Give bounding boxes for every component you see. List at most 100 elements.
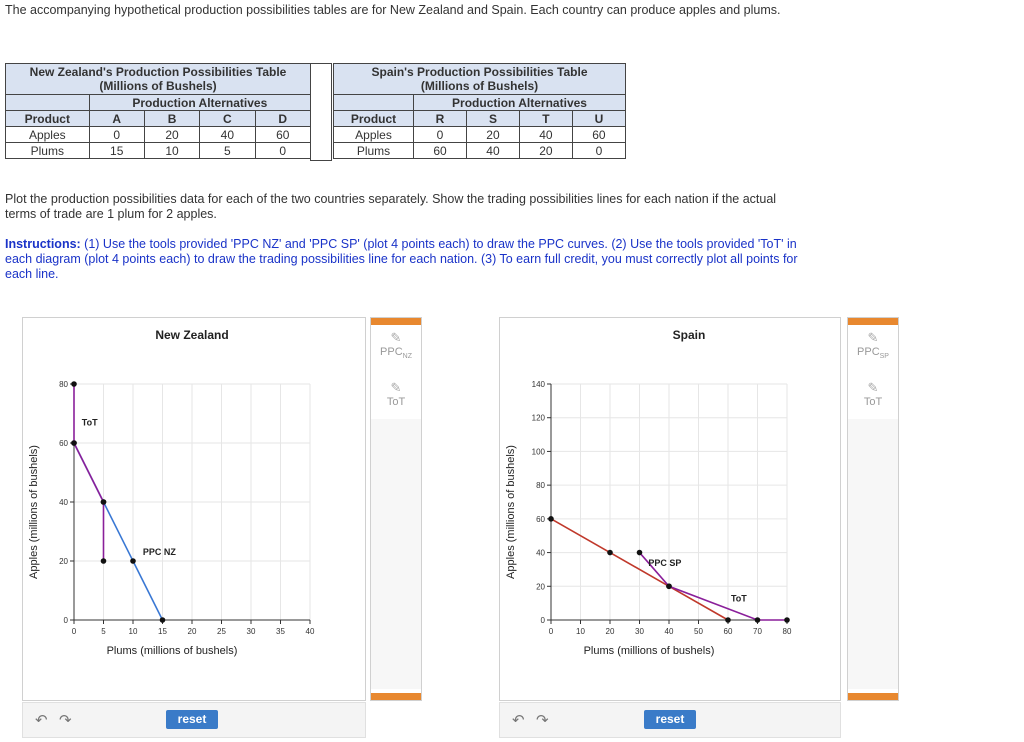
data-point — [784, 617, 790, 623]
y-tick-label: 20 — [536, 582, 545, 591]
x-tick-label: 80 — [783, 627, 792, 636]
cell: 40 — [465, 142, 520, 159]
sp-col-header: S — [465, 110, 520, 127]
tot-sp-label: ToT — [863, 396, 883, 408]
toolbox-top-bar — [848, 318, 898, 325]
data-point — [100, 558, 107, 564]
redo-icon[interactable]: ↷ — [536, 712, 549, 729]
cell: 60 — [254, 126, 312, 143]
y-tick-label: 0 — [541, 616, 546, 625]
chart-title: New Zealand — [155, 328, 228, 342]
sp-toolbox: ✎ PPCSP ✎ ToT — [847, 317, 899, 701]
nz-chart[interactable]: New Zealand 0 20 40 60 80 0 5 10 15 20 25 30 35 40 Plum… — [23, 318, 365, 700]
ppc-nz-tool[interactable]: ✎ PPCNZ — [371, 330, 421, 360]
series-line — [73, 384, 105, 561]
y-tick-label: 40 — [59, 498, 68, 507]
cell: 20 — [518, 142, 573, 159]
x-tick-label: 50 — [694, 627, 703, 636]
tot-nz-tool[interactable]: ✎ ToT — [371, 380, 421, 408]
cell: 20 — [465, 126, 520, 143]
cell: 60 — [413, 142, 467, 159]
y-tick-label: 40 — [536, 549, 545, 558]
x-tick-label: 20 — [606, 627, 615, 636]
instructions: Instructions: (1) Use the tools provided… — [5, 237, 805, 282]
cell: 40 — [518, 126, 573, 143]
chart-title: Spain — [673, 328, 706, 342]
x-tick-label: 0 — [549, 627, 554, 636]
table-row: Apples 0 20 40 60 — [5, 126, 312, 143]
toolbox-body — [848, 419, 898, 689]
sp-col-header: U — [571, 110, 627, 127]
cell: 60 — [571, 126, 627, 143]
instructions-text: (1) Use the tools provided 'PPC NZ' and … — [5, 237, 798, 281]
x-tick-label: 20 — [188, 627, 197, 636]
ppc-sp-sub: SP — [879, 353, 889, 361]
undo-icon[interactable]: ↶ — [512, 712, 525, 729]
sp-chart[interactable]: Spain 0 20 40 60 80 100 120 140 0 10 20 30 40 50 60 70 80… — [500, 318, 840, 700]
ppc-sp-label: PPC — [857, 346, 880, 358]
cell: 15 — [88, 142, 145, 159]
data-point — [159, 617, 166, 623]
nz-table: New Zealand's Production Possibilities T… — [5, 63, 312, 159]
series-line — [638, 552, 787, 621]
x-tick-label: 0 — [72, 627, 77, 636]
data-point — [130, 558, 136, 564]
y-tick-label: 60 — [59, 439, 68, 448]
x-axis-label: Plums (millions of bushels) — [107, 645, 238, 657]
y-tick-label: 80 — [536, 481, 545, 490]
intro-text: The accompanying hypothetical production… — [5, 3, 781, 17]
y-axis-label: Apples (millions of bushels) — [505, 445, 517, 579]
nz-col-header: D — [254, 110, 312, 127]
x-tick-label: 40 — [306, 627, 315, 636]
nz-toolbox: ✎ PPCNZ ✎ ToT — [370, 317, 422, 701]
data-point — [607, 549, 613, 556]
pencil-icon: ✎ — [867, 380, 879, 395]
x-tick-label: 25 — [217, 627, 226, 636]
sp-table-title: Spain's Production Possibilities Table (M… — [333, 63, 626, 95]
x-tick-label: 40 — [665, 627, 674, 636]
pencil-icon: ✎ — [390, 380, 402, 395]
data-point — [100, 499, 107, 505]
data-point — [725, 617, 731, 623]
sp-chart-panel: Spain 0 20 40 60 80 100 120 140 0 10 20 30 40 50 60 70 80… — [499, 317, 841, 701]
ppc-sp-tool[interactable]: ✎ PPCSP — [848, 330, 898, 360]
nz-col-header: C — [199, 110, 256, 127]
sp-col-header: R — [413, 110, 467, 127]
nz-reset-button[interactable]: reset — [166, 710, 218, 729]
sp-reset-button[interactable]: reset — [644, 710, 696, 729]
cell: 20 — [143, 126, 201, 143]
x-tick-label: 5 — [101, 627, 106, 636]
x-tick-label: 60 — [724, 627, 733, 636]
undo-icon[interactable]: ↶ — [35, 712, 48, 729]
table-separator — [310, 63, 332, 161]
table-row: Plums 60 40 20 0 — [332, 142, 627, 159]
cell: 0 — [254, 142, 312, 159]
data-point — [754, 617, 761, 623]
sp-alt-label: Production Alternatives — [413, 94, 626, 111]
cell: 40 — [199, 126, 256, 143]
sp-bottom-bar: ↶ ↷ reset — [499, 702, 841, 738]
cell: 0 — [88, 126, 145, 143]
series-line — [550, 518, 729, 621]
x-tick-label: 10 — [129, 627, 138, 636]
y-tick-label: 0 — [64, 616, 69, 625]
y-tick-label: 60 — [536, 515, 545, 524]
data-point — [71, 381, 77, 387]
nz-product-header: Product — [5, 110, 90, 127]
nz-bottom-bar: ↶ ↷ reset — [22, 702, 366, 738]
series-label: PPC NZ — [143, 547, 177, 557]
cell: 5 — [199, 142, 256, 159]
y-tick-label: 140 — [532, 380, 546, 389]
ppc-nz-label: PPC — [380, 346, 403, 358]
redo-icon[interactable]: ↷ — [59, 712, 72, 729]
row-label: Apples — [5, 126, 90, 143]
x-tick-label: 70 — [753, 627, 762, 636]
plot-instruction: Plot the production possibilities data f… — [5, 192, 777, 221]
nz-chart-panel: New Zealand 0 20 40 60 80 0 5 10 15 20 25 30 35 40 Plum… — [22, 317, 366, 701]
data-point — [548, 516, 554, 522]
tot-sp-tool[interactable]: ✎ ToT — [848, 380, 898, 408]
y-axis-label: Apples (millions of bushels) — [28, 445, 40, 579]
sp-col-header: T — [518, 110, 573, 127]
row-label: Plums — [332, 142, 415, 159]
toolbox-bottom-bar — [848, 693, 898, 700]
